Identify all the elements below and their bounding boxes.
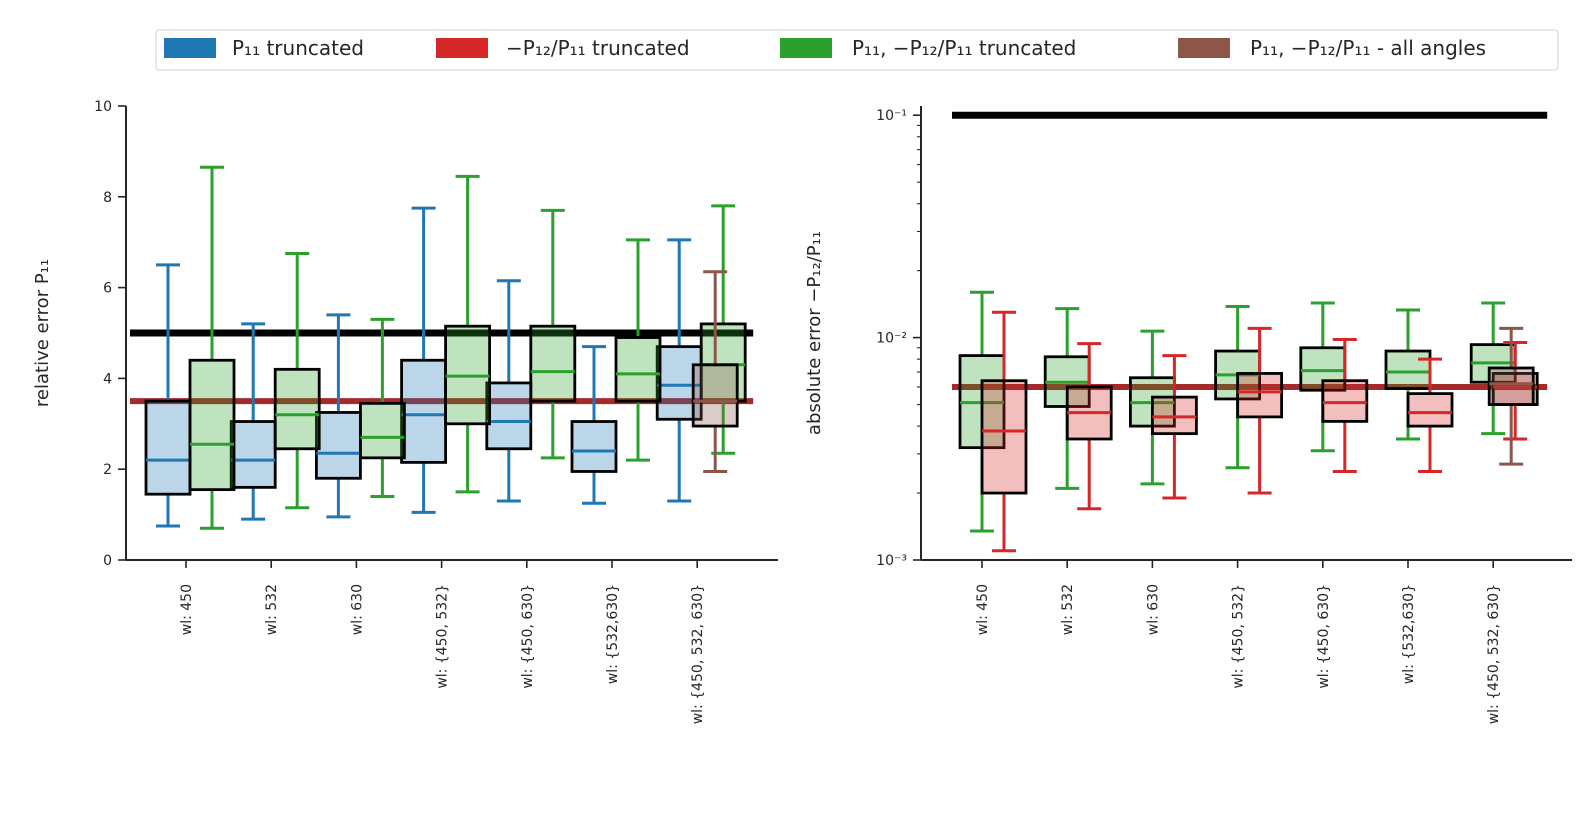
box-1f77b4 bbox=[400, 206, 448, 514]
legend-label: P₁₁, −P₁₂/P₁₁ - all angles bbox=[1250, 36, 1486, 60]
x-tick-label: wl: 532 bbox=[264, 584, 280, 635]
y-tick-label: 10⁻¹ bbox=[876, 108, 907, 124]
box-1f77b4 bbox=[229, 322, 277, 521]
y-tick-label: 8 bbox=[103, 190, 112, 206]
box-d62728 bbox=[980, 310, 1028, 553]
y-tick-label: 10 bbox=[94, 99, 112, 115]
legend-swatch-brown bbox=[1178, 38, 1230, 58]
right-chart-absolute-error: 10⁻³ 10⁻² 10⁻¹ absolute error −P₁₂/P₁₁ wl: 4… bbox=[804, 106, 1572, 724]
legend-swatch-green bbox=[780, 38, 832, 58]
legend-label: −P₁₂/P₁₁ truncated bbox=[506, 36, 690, 60]
box-2ca02c bbox=[614, 238, 662, 462]
x-tick-label: wl: {450, 532, 630} bbox=[690, 584, 706, 724]
box-2ca02c bbox=[358, 317, 406, 498]
y-tick-label: 4 bbox=[103, 371, 112, 387]
legend: P₁₁ truncated −P₁₂/P₁₁ truncated P₁₁, −P… bbox=[155, 29, 1559, 71]
box-2ca02c bbox=[444, 174, 492, 494]
box-body bbox=[144, 399, 192, 496]
x-tick-label: wl: 630 bbox=[1145, 584, 1161, 635]
box-body bbox=[314, 411, 362, 480]
box-d62728 bbox=[1065, 342, 1113, 511]
box-body bbox=[358, 401, 406, 460]
x-tick-label: wl: {532,630} bbox=[1401, 584, 1417, 684]
box-2ca02c bbox=[529, 208, 577, 460]
legend-label: P₁₁, −P₁₂/P₁₁ truncated bbox=[852, 36, 1076, 60]
box-1f77b4 bbox=[485, 279, 533, 503]
legend-label: P₁₁ truncated bbox=[232, 36, 364, 60]
x-tick-label: wl: 450 bbox=[179, 584, 195, 635]
box-2ca02c bbox=[188, 165, 236, 530]
box-body bbox=[1384, 349, 1432, 390]
box-body bbox=[1321, 379, 1369, 423]
x-tick-label: wl: {450, 532, 630} bbox=[1486, 584, 1502, 724]
box-d62728 bbox=[1491, 341, 1539, 441]
legend-entry-all-angles: P₁₁, −P₁₂/P₁₁ - all angles bbox=[1178, 36, 1486, 60]
box-body bbox=[1151, 395, 1198, 436]
box-body bbox=[529, 324, 577, 403]
y-axis-title: relative error P₁₁ bbox=[32, 259, 53, 407]
y-tick-label: 10⁻² bbox=[876, 331, 907, 347]
box-body bbox=[614, 336, 662, 403]
box-body bbox=[570, 420, 618, 473]
x-tick-label: wl: 450 bbox=[975, 584, 991, 635]
box-body bbox=[980, 379, 1028, 495]
box-body bbox=[485, 381, 533, 451]
box-d62728 bbox=[1236, 326, 1283, 495]
box-1f77b4 bbox=[144, 263, 192, 528]
box-8c564b bbox=[691, 270, 739, 473]
x-tick-label: wl: {450, 630} bbox=[520, 584, 536, 689]
y-tick-label: 6 bbox=[103, 281, 112, 297]
box-1f77b4 bbox=[314, 313, 362, 519]
box-d62728 bbox=[1151, 354, 1198, 500]
x-tick-label: wl: {532,630} bbox=[605, 584, 621, 684]
box-d62728 bbox=[1406, 357, 1454, 473]
x-tick-label: wl: 630 bbox=[349, 584, 365, 635]
legend-entry-p12-truncated: −P₁₂/P₁₁ truncated bbox=[436, 36, 690, 60]
x-tick-label: wl: {450, 532} bbox=[1231, 584, 1247, 689]
y-tick-label: 0 bbox=[103, 553, 112, 569]
box-body bbox=[1406, 392, 1454, 428]
box-8c564b bbox=[1487, 326, 1535, 466]
box-body bbox=[188, 358, 236, 492]
box-body bbox=[691, 363, 739, 428]
box-body bbox=[1491, 372, 1539, 406]
box-d62728 bbox=[1321, 338, 1369, 473]
x-tick-label: wl: {450, 532} bbox=[435, 584, 451, 689]
box-body bbox=[1236, 372, 1283, 419]
box-body bbox=[400, 358, 448, 464]
box-body bbox=[229, 420, 277, 489]
legend-entry-p11-truncated: P₁₁ truncated bbox=[164, 36, 364, 60]
box-2ca02c bbox=[273, 252, 321, 510]
box-body bbox=[273, 367, 321, 451]
y-tick-label: 2 bbox=[103, 462, 112, 478]
x-tick-label: wl: {450, 630} bbox=[1316, 584, 1332, 689]
legend-entry-both-truncated: P₁₁, −P₁₂/P₁₁ truncated bbox=[780, 36, 1076, 60]
legend-swatch-blue bbox=[164, 38, 216, 58]
box-body bbox=[1487, 366, 1535, 406]
y-tick-label: 10⁻³ bbox=[876, 553, 907, 569]
legend-swatch-red bbox=[436, 38, 488, 58]
y-axis-title: absolute error −P₁₂/P₁₁ bbox=[804, 231, 825, 435]
box-2ca02c bbox=[1299, 301, 1347, 453]
left-chart-relative-error: 0 2 4 6 8 10 relative error P₁₁ wl: 450 wl: 532 w… bbox=[32, 99, 778, 724]
x-tick-label: wl: 532 bbox=[1060, 584, 1076, 635]
box-1f77b4 bbox=[570, 345, 618, 505]
